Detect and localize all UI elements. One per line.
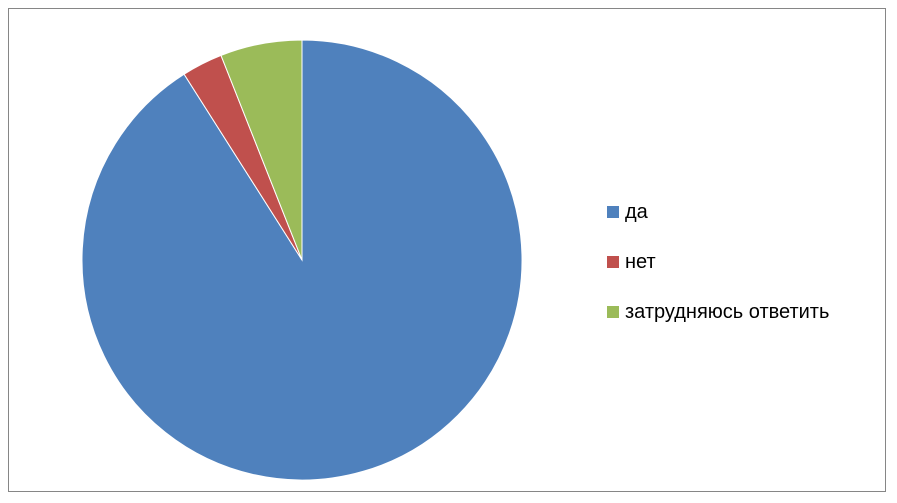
legend-item-net: нет: [607, 250, 829, 274]
chart-area: да нет затрудняюсь ответить: [8, 8, 886, 492]
legend-label-da: да: [625, 200, 648, 223]
pie-chart: [81, 39, 523, 481]
legend-item-hard-to-say: затрудняюсь ответить: [607, 300, 829, 324]
legend-label-net: нет: [625, 250, 656, 273]
legend-swatch-net: [607, 256, 619, 268]
legend-swatch-da: [607, 206, 619, 218]
legend-item-da: да: [607, 200, 829, 224]
legend-swatch-hard-to-say: [607, 306, 619, 318]
legend-label-hard-to-say: затрудняюсь ответить: [625, 300, 830, 323]
legend: да нет затрудняюсь ответить: [607, 200, 829, 350]
pie-slice-hard-to-say: [220, 39, 303, 261]
